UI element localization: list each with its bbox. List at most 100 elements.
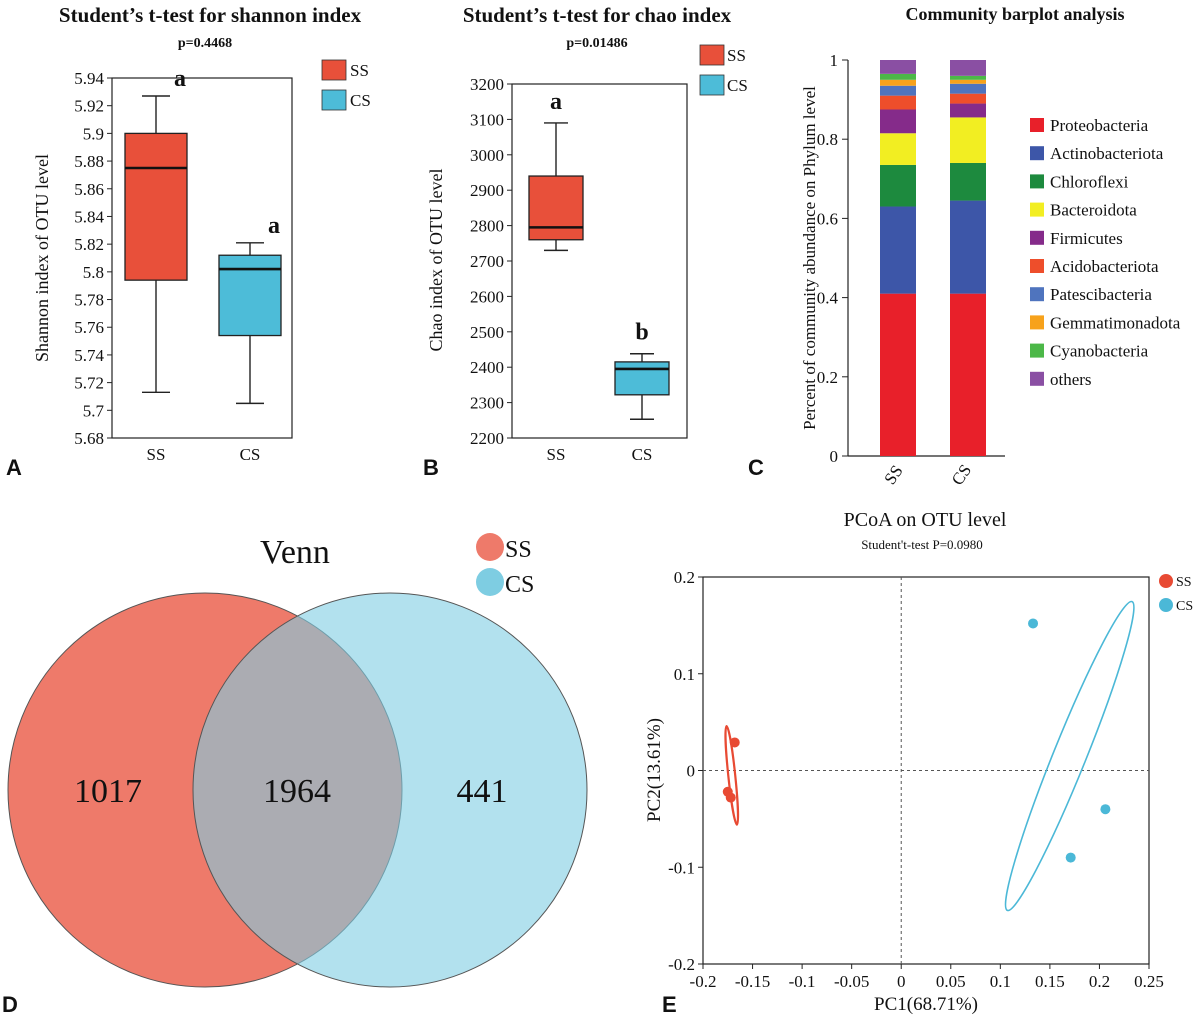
panel-e-y-tick-label: -0.2 (668, 955, 695, 974)
panel-b-boxes: ab (528, 89, 670, 420)
panel-a-box-ss (124, 132, 188, 281)
panel-c-y-ticks: 0 0.2 0.4 0.6 0.8 1 (817, 51, 848, 466)
panel-letter-b: B (423, 455, 439, 480)
panel-d-title: Venn (260, 534, 330, 571)
panel-a-y-tick-label: 5.84 (74, 207, 104, 226)
venn-count-intersection: 1964 (263, 773, 331, 810)
panel-b-box-cs (614, 361, 670, 396)
panel-b-legend-swatch-ss (699, 44, 725, 66)
panel-c-legend-label-bacteroidota: Bacteroidota (1050, 201, 1137, 220)
panel-a-box-cs (218, 254, 282, 337)
panel-c-y-axis-label: Percent of community abundance on Phylum… (800, 86, 819, 430)
panel-e-ss-confidence-ellipse (724, 724, 740, 826)
panel-e-ss-point (725, 792, 736, 803)
panel-c-bar-ss-gemmatimonadota (880, 79, 916, 86)
panel-b-y-tick-label: 2400 (470, 358, 504, 377)
panel-a-y-tick-label: 5.82 (74, 235, 104, 254)
panel-c-legend-label-chloroflexi: Chloroflexi (1050, 172, 1129, 191)
panel-d-legend-ss: SS (505, 537, 532, 563)
panel-b-legend-ss: SS (727, 46, 746, 65)
panel-letter-a: A (6, 455, 22, 480)
panel-d: Venn SS CS 1017 1964 441 D (2, 533, 588, 1017)
panel-b-y-tick-label: 2900 (470, 181, 504, 200)
panel-c-legend-label-proteobacteria: Proteobacteria (1050, 116, 1149, 135)
panel-d-legend-marker-ss (476, 533, 504, 561)
panel-c-y-tick-label: 0.6 (817, 209, 838, 228)
panel-c-legend-swatch-chloroflexi (1030, 174, 1044, 189)
panel-b-y-ticks: 2200 2300 2400 2500 2600 2700 2800 2900 3000 3100… (470, 75, 512, 448)
panel-b-y-axis-label: Chao index of OTU level (426, 169, 446, 352)
panel-a-y-tick-label: 5.8 (83, 263, 104, 282)
panel-e-cs-confidence-ellipse (1004, 600, 1135, 912)
panel-a-y-tick-label: 5.76 (74, 318, 104, 337)
panel-c: Community barplot analysis 0 0.2 0.4 0.6 0.8… (748, 4, 1181, 489)
panel-e-y-tick-label: 0.2 (674, 568, 695, 587)
panel-c-legend-swatch-proteobacteria (1030, 118, 1044, 132)
panel-c-legend: Proteobacteria Actinobacteriota Chloroflex… (1030, 116, 1181, 389)
panel-e-x-tick-label: -0.1 (789, 972, 816, 991)
panel-c-y-tick-label: 0 (830, 447, 839, 466)
panel-c-bar-cs-chloroflexi (950, 162, 986, 201)
panel-a-x-tick-cs: CS (240, 445, 261, 464)
panel-e-legend-marker-cs (1159, 598, 1173, 612)
panel-a-y-axis-label: Shannon index of OTU level (32, 154, 52, 362)
panel-a-legend-ss: SS (350, 61, 369, 80)
panel-c-bar-cs-cyanobacteria (950, 75, 986, 80)
panel-c-legend-swatch-firmicutes (1030, 230, 1044, 245)
panel-a-y-tick-label: 5.74 (74, 346, 104, 365)
panel-c-bar-ss-cyanobacteria (880, 73, 916, 80)
panel-e-x-tick-label: -0.15 (735, 972, 770, 991)
panel-c-legend-label-actinobacteriota: Actinobacteriota (1050, 144, 1164, 163)
venn-count-ss-only: 1017 (74, 773, 142, 810)
panel-c-bar-cs-gemmatimonadota (950, 79, 986, 84)
panel-c-legend-swatch-bacteroidota (1030, 202, 1044, 217)
panel-e-ss-point (729, 737, 740, 748)
panel-e-x-tick-label: 0 (897, 972, 906, 991)
panel-b-y-tick-label: 2700 (470, 252, 504, 271)
panel-a-box-cs-significance-label: a (268, 213, 280, 239)
panel-a-y-tick-label: 5.86 (74, 180, 104, 199)
panel-a-y-tick-label: 5.88 (74, 152, 104, 171)
panel-a-y-tick-label: 5.72 (74, 374, 104, 393)
panel-a-legend-swatch-cs (321, 89, 347, 111)
panel-letter-d: D (2, 992, 18, 1017)
panel-c-legend-swatch-others (1030, 371, 1044, 386)
panel-e-x-tick-label: -0.2 (690, 972, 717, 991)
panel-e: PCoA on OTU level Student't-test P=0.098… (644, 509, 1193, 1017)
panel-b-box-ss-significance-label: a (550, 89, 562, 115)
panel-c-bar-cs-patescibacteria (950, 83, 986, 94)
panel-c-legend-swatch-actinobacteriota (1030, 146, 1044, 161)
panel-e-cs-point (1100, 804, 1111, 815)
venn-circle-cs (192, 592, 588, 988)
panel-e-x-tick-label: 0.25 (1134, 972, 1164, 991)
panel-c-legend-swatch-gemmatimonadota (1030, 315, 1044, 330)
panel-b-x-tick-ss: SS (547, 445, 566, 464)
panel-c-legend-label-acidobacteriota: Acidobacteriota (1050, 257, 1159, 276)
panel-c-legend-label-gemmatimonadota: Gemmatimonadota (1050, 313, 1181, 332)
panel-b-y-tick-label: 3200 (470, 75, 504, 94)
panel-c-bar-ss-others (880, 60, 916, 74)
panel-e-x-tick-label: 0.1 (990, 972, 1011, 991)
panel-b-legend-cs: CS (727, 76, 748, 95)
panel-e-y-tick-label: 0.1 (674, 665, 695, 684)
venn-count-cs-only: 441 (457, 773, 508, 810)
panel-e-y-tick-label: 0 (687, 762, 696, 781)
panel-c-bar-cs-firmicutes (950, 103, 986, 118)
panel-e-y-ticks: -0.2 -0.1 0 0.1 0.2 (668, 568, 703, 974)
panel-c-bar-cs-bacteroidota (950, 117, 986, 163)
panel-b-y-tick-label: 2300 (470, 394, 504, 413)
panel-c-x-tick-cs: CS (948, 461, 975, 489)
panel-letter-c: C (748, 455, 764, 480)
panel-c-legend-label-cyanobacteria: Cyanobacteria (1050, 342, 1149, 361)
panel-b-legend-swatch-cs (699, 74, 725, 96)
panel-c-y-tick-label: 0.4 (817, 289, 839, 308)
panel-a: Student’s t-test for shannon index p=0.4… (6, 3, 371, 480)
panel-a-subtitle: p=0.4468 (178, 36, 232, 51)
panel-e-legend-cs: CS (1176, 599, 1193, 614)
panel-b: Student’s t-test for chao index p=0.0148… (423, 3, 748, 480)
panel-b-subtitle: p=0.01486 (566, 36, 627, 51)
panel-c-bar-ss-acidobacteriota (880, 95, 916, 110)
panel-b-box-ss (528, 175, 584, 241)
panel-b-box-cs-significance-label: b (635, 320, 648, 346)
